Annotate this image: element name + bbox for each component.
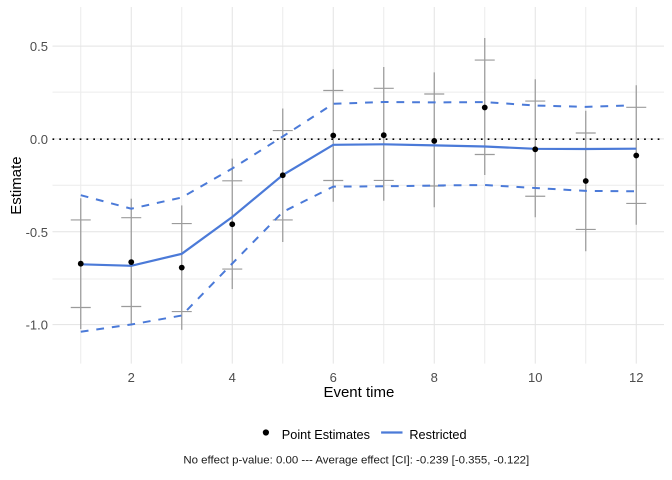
svg-text:-0.5: -0.5: [26, 225, 48, 240]
svg-text:Event time: Event time: [323, 384, 394, 401]
svg-text:0.0: 0.0: [30, 132, 48, 147]
svg-text:2: 2: [128, 370, 135, 385]
svg-text:12: 12: [629, 370, 643, 385]
svg-text:No effect p-value: 0.00 --- Av: No effect p-value: 0.00 --- Average effe…: [183, 455, 529, 467]
svg-text:Point Estimates: Point Estimates: [282, 428, 370, 442]
svg-text:10: 10: [528, 370, 542, 385]
svg-text:Restricted: Restricted: [409, 428, 466, 442]
svg-text:-1.0: -1.0: [26, 318, 48, 333]
svg-text:Estimate: Estimate: [8, 156, 25, 214]
svg-text:6: 6: [330, 370, 337, 385]
svg-text:8: 8: [431, 370, 438, 385]
svg-text:4: 4: [229, 370, 236, 385]
svg-text:0.5: 0.5: [30, 39, 48, 54]
